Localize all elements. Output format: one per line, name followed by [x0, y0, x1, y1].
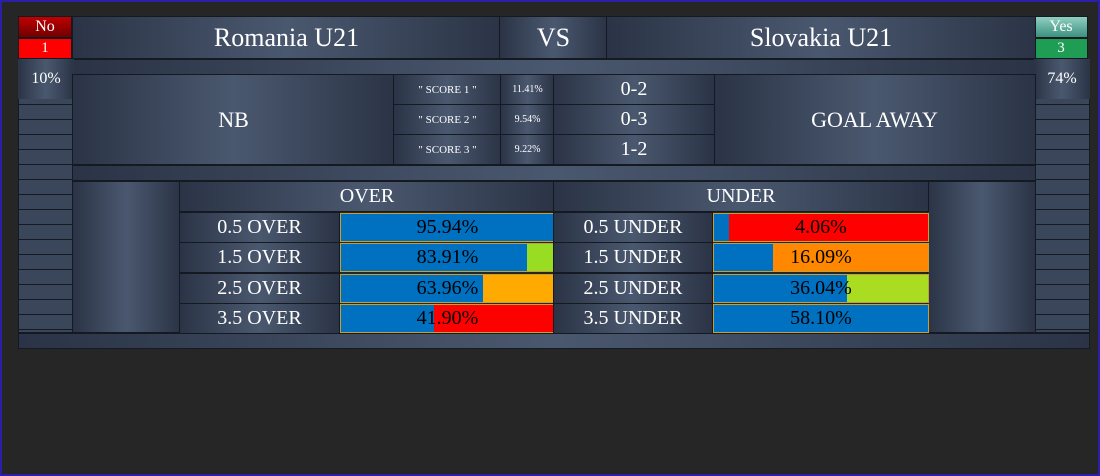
- over-bar-track: 63.96%: [340, 273, 555, 303]
- score-label: " SCORE 3 ": [393, 134, 502, 165]
- away-percent: 74%: [1034, 59, 1090, 99]
- under-bar-track: 36.04%: [713, 273, 929, 303]
- under-label: 3.5 UNDER: [553, 302, 713, 334]
- over-label: 2.5 OVER: [179, 272, 340, 304]
- under-bar-track: 58.10%: [713, 303, 929, 333]
- spacer: [72, 165, 1036, 181]
- over-bar: [341, 244, 528, 272]
- under-value-label: 36.04%: [790, 276, 852, 299]
- under-value-label: 16.09%: [790, 246, 852, 269]
- away-flag-count: 3: [1034, 38, 1088, 59]
- prediction-right: GOAL AWAY: [713, 74, 1036, 165]
- spacer: [18, 333, 1090, 349]
- under-bar: [714, 274, 847, 302]
- over-label: 1.5 OVER: [179, 242, 340, 274]
- home-flag-count: 1: [18, 38, 72, 59]
- over-bar: [341, 274, 483, 302]
- under-label: 0.5 UNDER: [553, 212, 713, 243]
- score-label: " SCORE 2 ": [393, 104, 502, 135]
- over-value-label: 83.91%: [416, 246, 479, 269]
- over-label: 3.5 OVER: [179, 302, 340, 334]
- away-team: Slovakia U21: [606, 16, 1036, 59]
- under-bar-track: 4.06%: [713, 213, 929, 242]
- score-percent: 9.54%: [500, 104, 555, 135]
- under-value-label: 58.10%: [790, 306, 852, 329]
- filler: [72, 181, 181, 333]
- over-value-label: 41.90%: [416, 306, 479, 329]
- over-label: 0.5 OVER: [179, 212, 340, 243]
- score: 0-3: [553, 104, 715, 135]
- home-team: Romania U21: [72, 16, 501, 59]
- prediction-left: NB: [72, 74, 395, 165]
- over-value-label: 63.96%: [416, 276, 479, 299]
- over-bar: [341, 214, 554, 241]
- over-bar-track: 95.94%: [340, 213, 555, 242]
- home-percent: 10%: [18, 59, 74, 99]
- score-label: " SCORE 1 ": [393, 74, 502, 105]
- over-bar: [341, 304, 435, 332]
- over-bar-track: 41.90%: [340, 303, 555, 333]
- under-label: 2.5 UNDER: [553, 272, 713, 304]
- under-bar: [714, 244, 774, 272]
- under-bar: [714, 304, 928, 332]
- vs: VS: [499, 16, 608, 59]
- over-value-label: 95.94%: [416, 216, 479, 238]
- score: 0-2: [553, 74, 715, 105]
- home-flag-label: No: [18, 16, 72, 38]
- under-bar-track: 16.09%: [713, 243, 929, 273]
- score-percent: 9.22%: [500, 134, 555, 165]
- under-header: UNDER: [553, 181, 929, 212]
- under-value-label: 4.06%: [795, 216, 847, 238]
- side-column: [18, 59, 74, 333]
- score-percent: 11.41%: [500, 74, 555, 105]
- over-bar-track: 83.91%: [340, 243, 555, 273]
- side-column: [1034, 59, 1090, 333]
- over-header: OVER: [179, 181, 555, 212]
- away-flag-label: Yes: [1034, 16, 1088, 38]
- under-bar: [714, 214, 729, 241]
- under-label: 1.5 UNDER: [553, 242, 713, 274]
- spacer: [72, 59, 1036, 75]
- filler: [927, 181, 1036, 333]
- score: 1-2: [553, 134, 715, 165]
